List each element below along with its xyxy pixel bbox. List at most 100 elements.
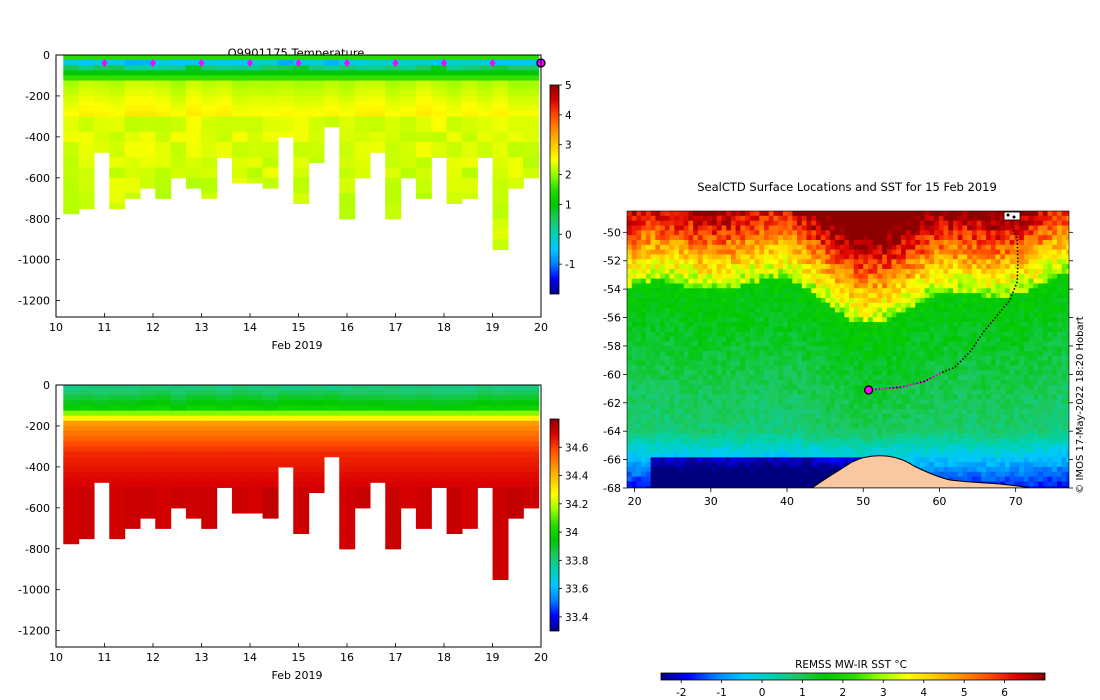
sst-cell bbox=[877, 355, 883, 362]
sst-cell bbox=[683, 215, 690, 222]
sst-cell bbox=[863, 273, 869, 280]
sst-cell bbox=[825, 235, 831, 241]
sst-cell bbox=[877, 230, 883, 236]
sst-cell bbox=[683, 239, 690, 246]
section-cell bbox=[155, 162, 172, 169]
sst-cell bbox=[815, 341, 822, 347]
sst-cell bbox=[669, 355, 675, 362]
section-cell bbox=[308, 446, 325, 453]
section-cell bbox=[93, 461, 110, 468]
section-cell bbox=[185, 177, 202, 184]
sst-cell bbox=[678, 235, 685, 241]
sst-cell bbox=[938, 288, 945, 294]
sst-cell bbox=[669, 346, 675, 352]
sst-cell bbox=[943, 278, 949, 285]
sst-cell bbox=[735, 268, 741, 275]
sst-cell bbox=[773, 254, 779, 260]
sst-cell bbox=[792, 346, 798, 352]
sst-cell bbox=[792, 235, 798, 241]
section-cell bbox=[109, 101, 126, 107]
sst-cell bbox=[792, 283, 798, 289]
section-cell bbox=[139, 451, 156, 458]
sst-cell bbox=[764, 326, 770, 333]
section-cell bbox=[170, 425, 187, 432]
sst-cell bbox=[782, 288, 789, 294]
sst-cell bbox=[834, 273, 841, 280]
section-cell bbox=[308, 461, 325, 468]
sst-cell bbox=[740, 322, 746, 328]
sst-cell bbox=[924, 375, 930, 381]
sst-cell bbox=[806, 351, 812, 357]
section-cell bbox=[109, 487, 126, 494]
sst-cell bbox=[1061, 220, 1067, 227]
sst-cell bbox=[825, 360, 831, 367]
section-cell bbox=[277, 65, 294, 71]
sst-cell bbox=[645, 365, 652, 371]
section-cell bbox=[185, 162, 202, 169]
sst-cell bbox=[990, 264, 997, 270]
section-cell bbox=[139, 172, 156, 179]
y-tick-label: 0 bbox=[43, 379, 50, 392]
sst-cell bbox=[740, 307, 746, 314]
sst-cell bbox=[830, 211, 836, 217]
section-cell bbox=[385, 182, 402, 189]
section-cell bbox=[78, 70, 95, 77]
sst-cell bbox=[726, 254, 732, 260]
sst-cell bbox=[664, 278, 671, 285]
section-cell bbox=[231, 90, 248, 97]
section-cell bbox=[277, 80, 294, 87]
sst-cell bbox=[688, 235, 694, 241]
salinity-xlabel: Feb 2019 bbox=[272, 669, 323, 682]
section-cell bbox=[385, 518, 402, 524]
sst-cell bbox=[1042, 293, 1049, 299]
sst-cell bbox=[797, 351, 803, 357]
section-cell bbox=[262, 446, 279, 453]
section-cell bbox=[201, 70, 218, 77]
section-cell bbox=[308, 85, 325, 92]
sst-cell bbox=[938, 244, 945, 251]
sst-cell bbox=[726, 259, 732, 265]
section-cell bbox=[93, 131, 110, 138]
sst-cell bbox=[801, 370, 808, 376]
section-cell bbox=[369, 425, 386, 432]
sst-cell bbox=[839, 239, 845, 246]
sst-cell bbox=[867, 278, 874, 285]
section-cell bbox=[78, 512, 95, 519]
section-cell bbox=[170, 65, 187, 71]
sst-cell bbox=[759, 302, 765, 309]
section-cell bbox=[63, 487, 80, 494]
sst-cell bbox=[1038, 239, 1044, 246]
section-cell bbox=[124, 70, 141, 77]
sst-cell bbox=[981, 307, 987, 314]
section-cell bbox=[185, 436, 202, 442]
sst-cell bbox=[754, 268, 760, 275]
sst-cell bbox=[995, 239, 1001, 246]
sst-cell bbox=[655, 259, 661, 265]
section-cell bbox=[492, 203, 509, 210]
section-cell bbox=[385, 152, 402, 158]
sst-cell bbox=[872, 288, 879, 294]
section-cell bbox=[201, 55, 218, 61]
sst-cell bbox=[754, 244, 760, 251]
sst-cell bbox=[1066, 273, 1069, 280]
section-cell bbox=[385, 512, 402, 519]
sst-cell bbox=[1028, 355, 1034, 362]
sst-cell bbox=[886, 293, 893, 299]
section-cell bbox=[293, 177, 310, 184]
sst-cell bbox=[957, 259, 964, 265]
sst-cell bbox=[811, 346, 817, 352]
section-cell bbox=[231, 60, 248, 66]
sst-cell bbox=[627, 375, 633, 381]
section-cell bbox=[247, 441, 264, 448]
section-cell bbox=[170, 162, 187, 169]
sst-cell bbox=[669, 215, 675, 222]
sst-cell bbox=[877, 239, 883, 246]
sst-cell bbox=[995, 302, 1001, 309]
section-cell bbox=[293, 167, 310, 174]
sst-cell bbox=[882, 297, 888, 304]
sst-cell bbox=[650, 278, 656, 285]
section-cell bbox=[139, 461, 156, 468]
section-cell bbox=[323, 80, 340, 87]
sst-cell bbox=[830, 235, 836, 241]
section-cell bbox=[339, 95, 356, 102]
